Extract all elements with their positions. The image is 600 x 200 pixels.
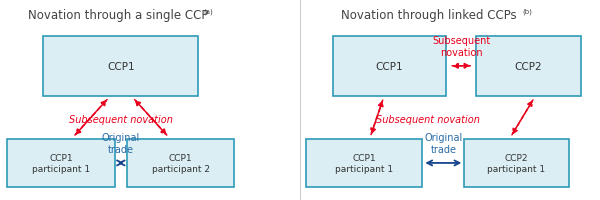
Text: Original
trade: Original trade — [102, 133, 140, 154]
Text: (a): (a) — [203, 8, 213, 15]
Text: CCP1
participant 1: CCP1 participant 1 — [32, 153, 90, 173]
FancyBboxPatch shape — [476, 37, 581, 96]
FancyBboxPatch shape — [43, 37, 199, 96]
FancyBboxPatch shape — [7, 139, 115, 187]
Text: Subsequent novation: Subsequent novation — [69, 115, 173, 125]
Text: Novation through a single CCP: Novation through a single CCP — [28, 9, 208, 22]
Text: CCP1: CCP1 — [107, 61, 134, 71]
Text: CCP2: CCP2 — [515, 61, 542, 71]
Text: CCP1
participant 1: CCP1 participant 1 — [335, 153, 393, 173]
FancyBboxPatch shape — [333, 37, 446, 96]
FancyBboxPatch shape — [464, 139, 569, 187]
Text: Novation through linked CCPs: Novation through linked CCPs — [341, 9, 516, 22]
Text: Original
trade: Original trade — [424, 133, 463, 154]
Text: CCP1
participant 2: CCP1 participant 2 — [152, 153, 209, 173]
Text: Subsequent
novation: Subsequent novation — [432, 36, 490, 57]
Text: CCP1: CCP1 — [376, 61, 403, 71]
Text: Subsequent novation: Subsequent novation — [376, 115, 481, 125]
Text: CCP2
participant 1: CCP2 participant 1 — [487, 153, 545, 173]
Text: (b): (b) — [523, 8, 533, 15]
FancyBboxPatch shape — [306, 139, 422, 187]
FancyBboxPatch shape — [127, 139, 235, 187]
